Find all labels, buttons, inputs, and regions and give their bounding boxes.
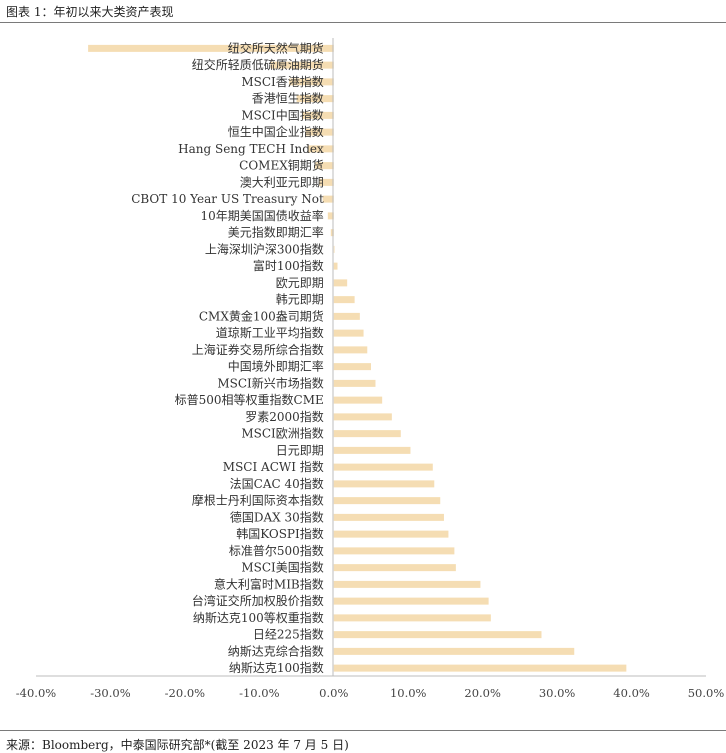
category-label-5: 恒生中国企业指数: [228, 124, 324, 139]
x-tick-label-9: 50.0%: [688, 686, 725, 700]
bar-28: [333, 513, 444, 521]
category-label-29: 韩国KOSPI指数: [236, 526, 324, 541]
bar-14: [333, 279, 348, 287]
bar-33: [333, 597, 489, 605]
bar-10: [327, 212, 334, 220]
category-label-11: 美元指数即期汇率: [228, 225, 324, 240]
category-label-3: 香港恒生指数: [252, 91, 324, 106]
x-tick-label-7: 30.0%: [539, 686, 576, 700]
category-label-0: 纽交所天然气期货: [228, 40, 324, 55]
category-label-12: 上海深圳沪深300指数: [205, 241, 324, 256]
category-label-30: 标准普尔500指数: [229, 543, 324, 558]
category-label-22: 罗素2000指数: [245, 409, 324, 424]
category-label-23: MSCI欧洲指数: [241, 426, 323, 441]
category-label-31: MSCI美国指数: [241, 560, 323, 575]
category-label-33: 台湾证交所加权股价指数: [192, 593, 324, 608]
bar-8: [318, 178, 334, 186]
bar-13: [333, 262, 338, 270]
x-tick-label-3: -10.0%: [239, 686, 279, 700]
category-label-14: 欧元即期: [276, 276, 324, 290]
bar-4: [302, 111, 334, 119]
bar-6: [307, 145, 334, 153]
bar-26: [333, 480, 435, 488]
bar-3: [296, 95, 334, 103]
category-label-19: 中国境外即期汇率: [228, 359, 324, 374]
x-tick-label-8: 40.0%: [613, 686, 650, 700]
x-tick-label-4: 0.0%: [319, 686, 348, 700]
bar-17: [333, 329, 364, 337]
category-label-7: COMEX铜期货: [239, 158, 324, 173]
category-label-15: 韩元即期: [276, 292, 324, 307]
bar-19: [333, 363, 371, 371]
category-label-1: 纽交所轻质低硫原油期货: [192, 57, 324, 72]
category-label-26: 法国CAC 40指数: [230, 476, 324, 491]
x-tick-label-6: 20.0%: [464, 686, 501, 700]
bar-15: [333, 296, 355, 304]
bar-29: [333, 530, 449, 538]
category-label-36: 纳斯达克综合指数: [228, 643, 324, 658]
bar-31: [333, 564, 456, 572]
bar-36: [333, 647, 575, 655]
bar-24: [333, 446, 411, 454]
title-divider: [0, 22, 726, 23]
bar-2: [289, 78, 334, 86]
category-label-9: CBOT 10 Year US Treasury Not: [131, 192, 324, 206]
bar-34: [333, 614, 491, 622]
bar-23: [333, 430, 401, 438]
bar-21: [333, 396, 383, 404]
category-label-32: 意大利富时MIB指数: [214, 576, 324, 591]
source-note: 来源：Bloomberg，中泰国际研究部*(截至 2023 年 7 月 5 日): [6, 738, 349, 752]
category-label-21: 标普500相等权重指数CME: [175, 392, 324, 407]
bar-37: [333, 664, 627, 672]
category-label-25: MSCI ACWI 指数: [223, 459, 324, 474]
footer-divider: [0, 730, 726, 731]
category-label-20: MSCI新兴市场指数: [217, 375, 323, 390]
category-label-16: CMX黄金100盎司期货: [199, 308, 324, 323]
bar-12: [333, 245, 335, 253]
category-label-28: 德国DAX 30指数: [230, 509, 324, 524]
x-tick-label-0: -40.0%: [16, 686, 56, 700]
category-label-18: 上海证券交易所综合指数: [192, 342, 324, 357]
bar-0: [88, 44, 334, 52]
bar-25: [333, 463, 433, 471]
category-label-10: 10年期美国国债收益率: [200, 208, 323, 223]
x-tick-label-2: -20.0%: [165, 686, 205, 700]
bar-30: [333, 547, 455, 555]
bar-9: [322, 195, 334, 203]
bar-11: [330, 229, 334, 237]
category-label-27: 摩根士丹利国际资本指数: [192, 493, 324, 508]
bar-5: [305, 128, 334, 136]
bar-18: [333, 346, 368, 354]
x-tick-label-5: 10.0%: [390, 686, 427, 700]
bar-16: [333, 312, 360, 320]
x-tick-label-1: -30.0%: [90, 686, 130, 700]
bar-1: [270, 61, 334, 69]
bar-20: [333, 379, 376, 387]
bars-layer: [88, 44, 627, 672]
category-label-17: 道琼斯工业平均指数: [216, 325, 324, 340]
category-label-24: 日元即期: [276, 443, 324, 457]
bar-35: [333, 631, 542, 639]
category-label-4: MSCI中国指数: [241, 107, 323, 122]
bar-32: [333, 580, 481, 588]
category-label-35: 日经225指数: [253, 627, 324, 642]
bar-7: [315, 162, 334, 170]
category-label-37: 纳斯达克100指数: [229, 660, 324, 675]
category-label-13: 富时100指数: [253, 258, 324, 273]
bar-22: [333, 413, 392, 421]
x-tick-labels-layer: -40.0% -30.0% -20.0% -10.0% 0.0% 10.0% 20.0% 30…: [16, 686, 725, 700]
bar-27: [333, 497, 441, 505]
category-label-2: MSCI香港指数: [241, 74, 323, 89]
category-label-34: 纳斯达克100等权重指数: [193, 610, 324, 625]
category-label-6: Hang Seng TECH Index: [178, 142, 324, 156]
figure-title: 图表 1：年初以来大类资产表现: [6, 5, 174, 19]
category-label-8: 澳大利亚元即期: [240, 175, 324, 189]
